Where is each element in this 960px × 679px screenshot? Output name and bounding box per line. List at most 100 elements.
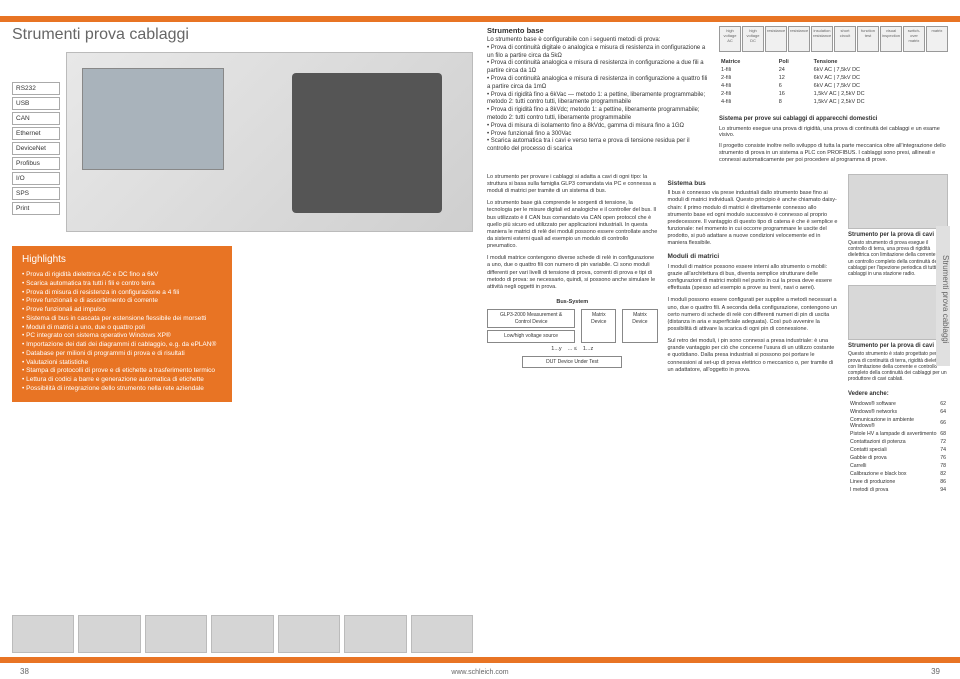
thumb xyxy=(145,615,207,653)
table-cell: I metodi di prova xyxy=(850,487,938,493)
col2: Sistema bus Il bus è connesso via prese … xyxy=(668,174,839,495)
hero-image xyxy=(66,52,473,232)
strumento-item: Prova di misura di isolamento fino a 8kV… xyxy=(487,123,709,131)
strumento-item: Prova di rigidità fino a 8kVdc; metodo 1… xyxy=(487,107,709,123)
table-cell: Contattazioni di potenza xyxy=(850,439,938,445)
table-cell: 6kV AC | 7,5kV DC xyxy=(812,66,948,74)
table-cell: Contatti speciali xyxy=(850,447,938,453)
highlight-item: Lettura di codici a barre e generazione … xyxy=(22,376,222,385)
table-cell: 1,5kV AC | 2,5kV DC xyxy=(812,90,948,98)
test-icon: insulation resistance xyxy=(811,26,833,52)
highlight-item: Sistema di bus in cascata per estensione… xyxy=(22,315,222,324)
table-row: Pistole HV a lampade di avvertimento68 xyxy=(850,431,946,437)
strumento-item: Prova di continuità analogica e misura d… xyxy=(487,76,709,92)
sistema-title: Sistema per prove sui cablaggi di appare… xyxy=(719,116,948,124)
table-row: Windows® software62 xyxy=(850,401,946,407)
highlight-item: Prove funzionali e di assorbimento di co… xyxy=(22,297,222,306)
page-title: Strumenti prova cablaggi xyxy=(12,26,473,44)
table-cell: Pistole HV a lampade di avvertimento xyxy=(850,431,938,437)
table-cell: 82 xyxy=(940,471,946,477)
col2-h1: Sistema bus xyxy=(668,180,839,188)
strumento-item: Prove funzionali fino a 300Vac xyxy=(487,131,709,139)
page-number-left: 38 xyxy=(20,667,29,676)
test-icons-row: high voltage AChigh voltage DCresistance… xyxy=(719,26,948,52)
interface-list: RS232USBCANEthernetDeviceNetProfibusI/OS… xyxy=(12,82,60,215)
highlight-item: Prova di rigidità dielettrica AC e DC fi… xyxy=(22,271,222,280)
diagram-dots: ... ≤ xyxy=(568,346,577,353)
interface-item: CAN xyxy=(12,112,60,125)
matrix-header: Tensione xyxy=(812,58,948,66)
col1-p3: I moduli matrice contengono diverse sche… xyxy=(487,255,658,291)
table-cell: 86 xyxy=(940,479,946,485)
table-cell: 12 xyxy=(777,74,812,82)
table-cell: 74 xyxy=(940,447,946,453)
highlight-item: Database per milioni di programmi di pro… xyxy=(22,350,222,359)
table-cell: 8 xyxy=(777,98,812,106)
table-row: 4-fili81,5kV AC | 2,5kV DC xyxy=(719,98,948,106)
table-cell: Carrelli xyxy=(850,463,938,469)
interface-item: USB xyxy=(12,97,60,110)
table-cell: 78 xyxy=(940,463,946,469)
table-cell: Calibrazione e black box xyxy=(850,471,938,477)
strumento-base-title: Strumento base xyxy=(487,26,709,35)
thumb xyxy=(12,615,74,653)
col1-p2: Lo strumento base già comprende le sorge… xyxy=(487,200,658,250)
matrix-table: MatricePoliTensione 1-fili246kV AC | 7,5… xyxy=(719,58,948,106)
strumento-item: Scarica automatica tra i cavi e verso te… xyxy=(487,138,709,154)
test-icon: high voltage AC xyxy=(719,26,741,52)
table-cell: 66 xyxy=(940,417,946,429)
test-icon: visual inspection xyxy=(880,26,902,52)
table-cell: 24 xyxy=(777,66,812,74)
test-icon: short circuit xyxy=(834,26,856,52)
highlight-item: Importazione dei dati dei diagrammi di c… xyxy=(22,341,222,350)
side-tab: Strumenti prova cablaggi xyxy=(936,226,950,366)
table-cell: Windows® networks xyxy=(850,409,938,415)
bus-label: Bus-System xyxy=(556,299,588,306)
strumento-item: Prova di rigidità fino a 6kVac — metodo … xyxy=(487,92,709,108)
sidebar-image-1 xyxy=(848,174,948,229)
highlight-item: PC integrato con sistema operativo Windo… xyxy=(22,332,222,341)
table-cell: Gabbie di prova xyxy=(850,455,938,461)
footer-url: www.schleich.com xyxy=(451,669,508,676)
diagram-glp3: GLP3-2000 Measurement & Control Device xyxy=(487,309,575,328)
thumbnail-row xyxy=(12,615,473,653)
strumento-base-intro: Lo strumento base è configurabile con i … xyxy=(487,37,709,45)
table-row: 1-fili246kV AC | 7,5kV DC xyxy=(719,66,948,74)
strumento-item: Prova di continuità digitale o analogica… xyxy=(487,45,709,61)
sistema-p2: Il progetto consiste inoltre nello svilu… xyxy=(719,143,948,164)
table-cell: Comunicazione in ambiente Windows® xyxy=(850,417,938,429)
table-cell: 94 xyxy=(940,487,946,493)
highlight-item: Valutazioni statistiche xyxy=(22,359,222,368)
col2-p2: I moduli di matrice possono essere inter… xyxy=(668,264,839,293)
diagram-matrix-1: Matrix Device xyxy=(581,309,616,343)
sistema-note: Sistema per prove sui cablaggi di appare… xyxy=(719,116,948,164)
interface-item: Print xyxy=(12,202,60,215)
matrix-header: Matrice xyxy=(719,58,777,66)
table-cell: 16 xyxy=(777,90,812,98)
table-row: Comunicazione in ambiente Windows®66 xyxy=(850,417,946,429)
diagram-lowhigh: Low/high voltage source xyxy=(487,330,575,343)
col2-p3: I moduli possono essere configurati per … xyxy=(668,297,839,333)
sidebar-block-2: Strumento per la prova di cavi Questo st… xyxy=(848,285,948,382)
table-cell: 6 xyxy=(777,82,812,90)
table-row: Gabbie di prova76 xyxy=(850,455,946,461)
table-cell: 64 xyxy=(940,409,946,415)
strumento-item: Prova di continuità analogica e misura d… xyxy=(487,60,709,76)
sidebar1-h: Strumento per la prova di cavi xyxy=(848,232,948,238)
table-cell: 76 xyxy=(940,455,946,461)
sidebar1-p: Questo strumento di prova esegue il cont… xyxy=(848,240,948,278)
table-cell: 4-fili xyxy=(719,98,777,106)
sidebar2-p: Questo strumento è stato progettato per … xyxy=(848,351,948,382)
highlight-item: Possibilità di integrazione dello strume… xyxy=(22,385,222,394)
table-cell: 4-fili xyxy=(719,82,777,90)
table-cell: 1-fili xyxy=(719,66,777,74)
test-icon: high voltage DC xyxy=(742,26,764,52)
col1-p1: Lo strumento per provare i cablaggi si a… xyxy=(487,174,658,195)
matrix-column: high voltage AChigh voltage DCresistance… xyxy=(719,26,948,164)
table-row: Carrelli78 xyxy=(850,463,946,469)
highlights-title: Highlights xyxy=(22,254,222,265)
table-cell: 62 xyxy=(940,401,946,407)
sidebar-image-2 xyxy=(848,285,948,340)
highlights-box: Highlights Prova di rigidità dielettrica… xyxy=(12,246,232,402)
page-right: Strumento base Lo strumento base è confi… xyxy=(487,26,948,653)
